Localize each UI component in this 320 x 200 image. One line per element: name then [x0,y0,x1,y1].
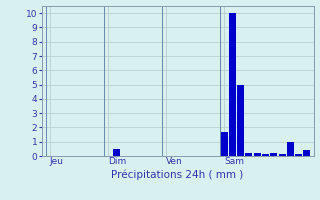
Bar [237,85,244,156]
Bar [270,153,277,156]
Bar [220,132,228,156]
Bar [254,153,261,156]
Bar [113,149,120,156]
Bar [245,153,252,156]
Bar [287,142,294,156]
Bar [229,13,236,156]
Bar [262,154,269,156]
X-axis label: Précipitations 24h ( mm ): Précipitations 24h ( mm ) [111,169,244,180]
Bar [279,154,286,156]
Bar [295,154,302,156]
Bar [303,150,310,156]
